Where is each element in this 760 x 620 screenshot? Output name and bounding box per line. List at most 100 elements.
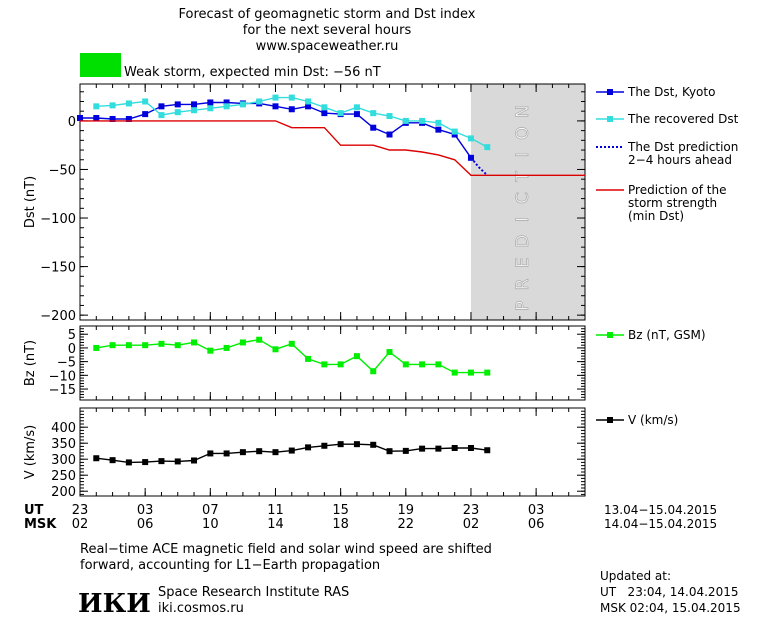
series-line [80, 120, 585, 176]
data-point [484, 447, 491, 454]
prediction-letter: T [513, 171, 533, 183]
data-point [402, 447, 409, 454]
data-point [272, 94, 279, 101]
website-label: www.spaceweather.ru [256, 39, 399, 54]
data-point [305, 103, 312, 110]
data-point [386, 113, 393, 120]
data-point [467, 445, 474, 451]
data-point [93, 455, 100, 462]
data-point [419, 361, 426, 368]
legend-label: The Dst prediction [627, 140, 738, 154]
data-point [353, 353, 360, 360]
data-point [142, 342, 149, 349]
msk-tick-label: 10 [202, 517, 219, 532]
legend-label: storm strength [628, 196, 717, 210]
data-point [402, 361, 409, 368]
data-point [191, 101, 198, 108]
legend-label: V (km/s) [628, 413, 678, 427]
data-point [158, 340, 165, 347]
data-point [370, 368, 377, 375]
data-point [207, 105, 214, 112]
ut-tick-label: 07 [202, 503, 219, 518]
msk-tick-label: 06 [137, 517, 154, 532]
institute-name: Space Research Institute RAS [158, 585, 349, 600]
prediction-letter: E [513, 257, 533, 268]
data-point [125, 342, 132, 349]
data-point [467, 135, 474, 142]
ut-tick-label: 03 [137, 503, 154, 518]
updated-msk: MSK 02:04, 15.04.2015 [600, 601, 741, 615]
data-point [125, 459, 132, 466]
data-point [419, 117, 426, 124]
data-point [109, 115, 116, 122]
data-point [435, 361, 442, 368]
ut-tick-label: 23 [72, 503, 89, 518]
institute-logo: ИКИ [78, 589, 151, 619]
legend-label: The Dst, Kyoto [627, 85, 715, 99]
data-point [353, 111, 360, 118]
data-point [191, 107, 198, 114]
msk-tick-label: 06 [528, 517, 545, 532]
data-point [93, 103, 100, 110]
y-axis-label: Dst (nT) [23, 176, 38, 228]
data-point [207, 99, 214, 106]
legend-label: Bz (nT, GSM) [628, 328, 706, 342]
data-point [109, 342, 116, 349]
updated-label: Updated at: [600, 569, 671, 583]
legend-marker [607, 116, 613, 122]
data-point [353, 441, 360, 448]
msk-tick-label: 02 [463, 517, 480, 532]
time-axis-labels: UT MSK 13.04−15.04.2015 14.04−15.04.2015… [24, 503, 717, 532]
data-point [174, 342, 181, 349]
msk-axis-label: MSK [24, 517, 57, 532]
data-point [288, 94, 295, 101]
data-point [223, 99, 230, 106]
plot-frame [79, 325, 586, 401]
legend-marker [607, 332, 613, 338]
plot-frame [79, 407, 586, 497]
data-point [158, 103, 165, 110]
ut-tick-label: 03 [528, 503, 545, 518]
data-point [207, 347, 214, 354]
data-point [191, 339, 198, 346]
data-point [125, 100, 132, 107]
dst-panel: P RED I CT I ON 0 −50 −100 −150 −200 Dst (nT) [23, 83, 586, 324]
storm-status-text: Weak storm, expected min Dst: −56 nT [124, 65, 381, 80]
plot-frame [79, 83, 586, 321]
data-point [337, 110, 344, 117]
prediction-letter: O [513, 127, 533, 140]
data-point [402, 117, 409, 124]
data-point [256, 336, 263, 343]
legend-marker [607, 89, 613, 95]
data-point [451, 128, 458, 135]
series-line [80, 101, 472, 159]
data-point [142, 111, 149, 118]
legend-label: (min Dst) [628, 209, 684, 223]
data-point [239, 449, 246, 456]
prediction-letter: I [513, 217, 533, 222]
y-tick-label: −5 [57, 356, 76, 371]
data-point [288, 340, 295, 347]
data-point [435, 445, 442, 452]
data-point [288, 447, 295, 454]
data-point [321, 442, 328, 449]
data-point [223, 450, 230, 457]
data-point [272, 346, 279, 353]
data-point [305, 98, 312, 105]
series-line [96, 96, 488, 148]
data-point [451, 445, 458, 451]
data-point [174, 458, 181, 465]
y-tick-label: −100 [40, 212, 76, 227]
data-point [370, 441, 377, 448]
footer-note-line1: Real−time ACE magnetic field and solar w… [80, 542, 492, 557]
data-point [337, 441, 344, 448]
legend: The Dst, Kyoto The recovered Dst The Dst p… [596, 85, 739, 427]
ut-tick-label: 15 [332, 503, 349, 518]
institute-url[interactable]: iki.cosmos.ru [158, 601, 244, 616]
data-point [484, 369, 491, 376]
data-point [191, 457, 198, 464]
data-point [93, 344, 100, 351]
storm-status-swatch [80, 53, 121, 77]
legend-label: Prediction of the [628, 183, 727, 197]
prediction-letter: C [513, 192, 533, 204]
